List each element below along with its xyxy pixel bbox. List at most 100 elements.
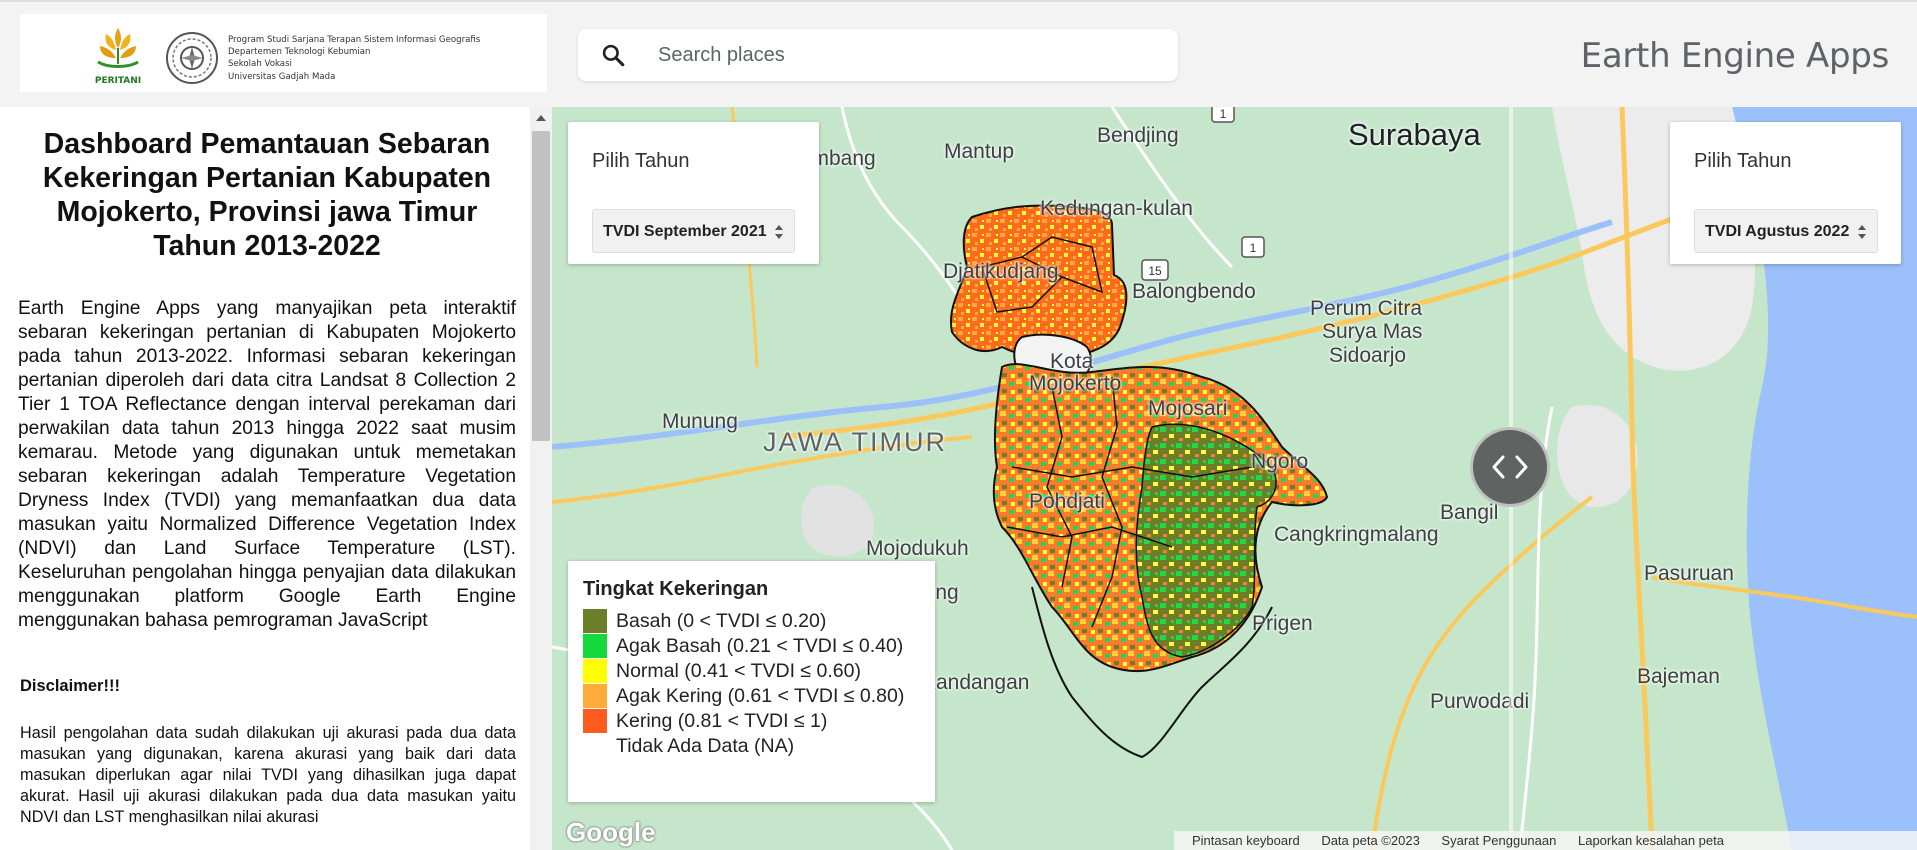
institution-line: Universitas Gadjah Mada xyxy=(228,71,336,82)
road-shield: 1 xyxy=(1211,107,1235,123)
ugm-seal-icon xyxy=(166,32,218,84)
institution-line: Sekolah Vokasi xyxy=(228,59,292,70)
institution-logo-banner: PERITANI Program Studi Sarjana Terapan S… xyxy=(20,14,547,92)
place-label: Prigen xyxy=(1252,612,1313,635)
selected-year-value: TVDI September 2021 xyxy=(603,223,767,240)
sea-area xyxy=(1732,107,1917,850)
legend-swatch xyxy=(583,709,607,733)
institution-text: Program Studi Sarjana Terapan Sistem Inf… xyxy=(228,34,480,83)
legend-swatch xyxy=(583,684,607,708)
legend-swatch xyxy=(583,734,607,758)
legend-label: Agak Kering (0.61 < TVDI ≤ 0.80) xyxy=(616,685,905,707)
urban-area-sidoarjo xyxy=(1557,405,1638,507)
map-data-credit: Data peta ©2023 xyxy=(1321,833,1420,848)
peritani-logo-text: PERITANI xyxy=(95,76,141,86)
road xyxy=(840,107,974,318)
place-label: Perum Citra xyxy=(1310,297,1423,320)
map-attribution-bar: Pintasan keyboard Data peta ©2023 Syarat… xyxy=(1174,831,1917,850)
split-panel-drag-handle[interactable] xyxy=(1470,427,1550,507)
drought-legend: Tingkat Kekeringan Basah (0 < TVDI ≤ 0.2… xyxy=(568,561,935,802)
legend-label: Tidak Ada Data (NA) xyxy=(616,735,795,757)
panel-title: Dashboard Pemantauan Sebaran Kekeringan … xyxy=(42,128,492,262)
road xyxy=(1370,495,1594,850)
search-bar[interactable] xyxy=(578,29,1178,81)
drought-region-southeast xyxy=(1135,423,1277,658)
district-boundary xyxy=(1046,386,1073,588)
road xyxy=(552,435,973,504)
district-boundary xyxy=(1011,466,1253,478)
institution-line: Program Studi Sarjana Terapan Sistem Inf… xyxy=(228,35,481,45)
legend-swatch xyxy=(583,634,607,658)
place-label: Surya Mas xyxy=(1322,320,1423,343)
keyboard-shortcuts-link[interactable]: Pintasan keyboard xyxy=(1192,833,1300,848)
terms-link[interactable]: Syarat Penggunaan xyxy=(1441,833,1557,848)
google-logo[interactable]: Google xyxy=(566,817,656,847)
left-right-arrows-icon xyxy=(1492,455,1528,479)
road-shield-label: 15 xyxy=(1148,264,1162,278)
road-shield: 1 xyxy=(1241,236,1265,258)
peritani-logo: PERITANI xyxy=(95,28,141,86)
region-label: JAWA TIMUR xyxy=(763,427,948,457)
left-year-selector-panel: Pilih Tahun TVDI September 2021 xyxy=(568,122,819,264)
scrollbar-thumb[interactable] xyxy=(532,131,550,441)
year-selector-label: Pilih Tahun xyxy=(1694,150,1792,172)
scroll-up-arrow-icon[interactable] xyxy=(536,115,546,121)
place-label: Pohdjati xyxy=(1029,490,1105,513)
legend-swatch xyxy=(583,609,607,633)
search-icon[interactable] xyxy=(600,42,626,68)
river xyxy=(552,219,1613,450)
road xyxy=(1651,575,1917,619)
district-boundary xyxy=(1021,236,1104,294)
panel-scrollbar[interactable] xyxy=(530,107,552,850)
road-shield-label: 1 xyxy=(1220,107,1227,121)
place-label: Kedungan-kulan xyxy=(1040,197,1193,220)
place-label: Purwodadi xyxy=(1430,690,1530,713)
info-panel[interactable]: Dashboard Pemantauan Sebaran Kekeringan … xyxy=(0,107,530,850)
right-year-select[interactable]: TVDI Agustus 2022 xyxy=(1694,209,1878,253)
place-label: Mantup xyxy=(944,140,1015,163)
panel-description: Earth Engine Apps yang manyajikan peta i… xyxy=(18,298,516,631)
place-label: Kandangan xyxy=(922,671,1030,694)
district-boundary xyxy=(1006,526,1173,548)
legend-label: Agak Basah (0.21 < TVDI ≤ 0.40) xyxy=(616,635,904,657)
road-shield-label: 1 xyxy=(1250,241,1257,255)
place-label: Mojokerto xyxy=(1029,372,1122,395)
legend-label: Basah (0 < TVDI ≤ 0.20) xyxy=(616,610,827,632)
place-label: Balongbendo xyxy=(1132,280,1256,303)
place-label: Djatikudjang xyxy=(943,260,1059,283)
legend-title: Tingkat Kekeringan xyxy=(583,578,769,600)
place-label: Cangkringmalang xyxy=(1274,523,1439,546)
place-label: Munung xyxy=(662,410,738,433)
select-arrows-icon xyxy=(1858,225,1866,239)
legend-label: Kering (0.81 < TVDI ≤ 1) xyxy=(616,710,828,732)
app-title[interactable]: Earth Engine Apps xyxy=(1580,36,1890,76)
toll-road xyxy=(1619,107,1655,850)
road xyxy=(1110,107,1234,269)
district-boundary xyxy=(981,256,1064,313)
map-canvas[interactable]: 15 1 1 Surabaya Ngimbang Mantup Bendjing xyxy=(552,107,1917,850)
report-error-link[interactable]: Laporkan kesalahan peta xyxy=(1577,833,1724,848)
place-label: Surabaya xyxy=(1348,117,1481,152)
place-label: Bajeman xyxy=(1637,665,1720,688)
toll-road xyxy=(781,216,1673,440)
disclaimer-heading: Disclaimer!!! xyxy=(20,677,120,695)
place-label: Bangil xyxy=(1440,501,1499,524)
selected-year-value: TVDI Agustus 2022 xyxy=(1705,223,1850,240)
legend-swatch xyxy=(583,659,607,683)
place-label: Sidoarjo xyxy=(1329,344,1407,367)
year-selector-label: Pilih Tahun xyxy=(592,150,690,172)
right-year-selector-panel: Pilih Tahun TVDI Agustus 2022 xyxy=(1670,122,1901,264)
search-input[interactable] xyxy=(658,39,1158,71)
place-label: Kota xyxy=(1050,350,1094,373)
place-label: Mojodukuh xyxy=(866,537,969,560)
district-boundary xyxy=(1031,586,1273,759)
urban-area xyxy=(801,485,874,557)
place-label: Pasuruan xyxy=(1644,562,1734,585)
disclaimer-text: Hasil pengolahan data sudah dilakukan uj… xyxy=(20,724,516,826)
district-boundary xyxy=(1091,376,1123,628)
road-shield: 15 xyxy=(1141,259,1169,281)
institution-line: Departemen Teknologi Kebumian xyxy=(228,47,371,58)
app-header: PERITANI Program Studi Sarjana Terapan S… xyxy=(0,0,1917,107)
legend-label: Normal (0.41 < TVDI ≤ 0.60) xyxy=(616,660,861,682)
left-year-select[interactable]: TVDI September 2021 xyxy=(592,209,795,253)
